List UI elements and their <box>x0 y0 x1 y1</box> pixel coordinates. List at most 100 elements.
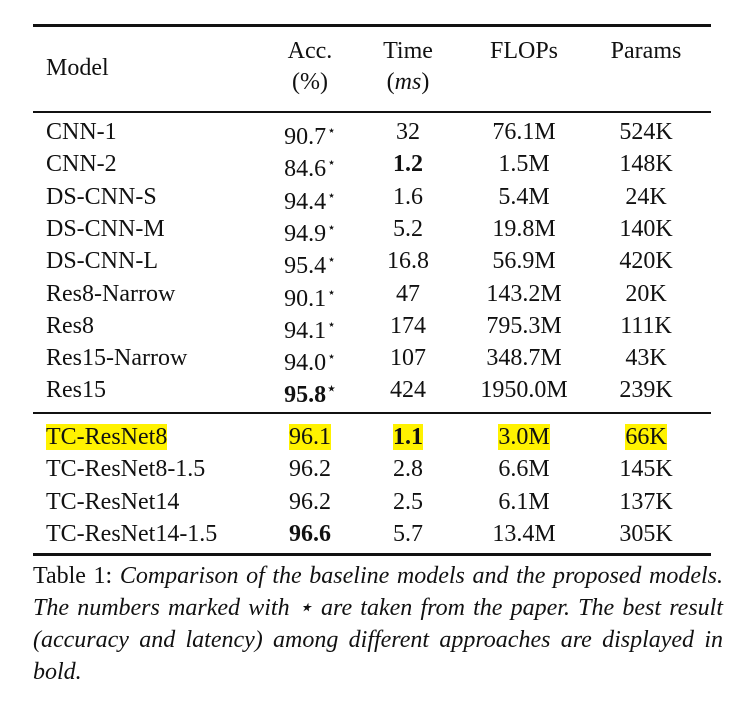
top-rule <box>33 24 711 27</box>
cell-flops: 5.4M <box>498 184 550 210</box>
cell-acc-text: 96.6 <box>289 521 331 547</box>
header-acc-unit: (%) <box>292 69 328 95</box>
cell-model: TC-ResNet14-1.5 <box>46 519 217 549</box>
cell-model: Res15 <box>46 377 106 403</box>
cell-flops-text: 3.0M <box>498 424 550 450</box>
cell-params: 145K <box>592 454 700 484</box>
cell-params: 20K <box>625 281 667 307</box>
cell-model: TC-ResNet8-1.5 <box>46 454 205 484</box>
cell-acc-text: 96.2 <box>289 456 331 482</box>
cell-flops-text: 6.6M <box>498 456 550 482</box>
cell-model-text: TC-ResNet14-1.5 <box>46 521 218 547</box>
cell-params: 305K <box>592 519 700 549</box>
cell-time: 107 <box>390 345 426 371</box>
cell-acc: 94.1⋆ <box>262 311 358 346</box>
star-marker: ⋆ <box>327 286 336 301</box>
cell-model-text: TC-ResNet8-1.5 <box>46 456 206 482</box>
cell-time: 424 <box>390 377 426 403</box>
cell-acc-text: 96.1 <box>289 424 331 450</box>
cell-model: DS-CNN-L <box>46 248 158 274</box>
cell-params: 24K <box>625 184 667 210</box>
cell-model-text: TC-ResNet8 <box>46 424 168 450</box>
star-marker: ⋆ <box>327 253 336 268</box>
cell-flops: 143.2M <box>486 281 562 307</box>
cell-model: DS-CNN-M <box>46 216 165 242</box>
star-marker: ⋆ <box>327 156 336 171</box>
cell-model: Res8-Narrow <box>46 281 176 307</box>
cell-time: 1.1 <box>362 422 454 452</box>
star-marker: ⋆ <box>327 124 336 139</box>
acc-value: 94.9 <box>284 221 327 247</box>
cell-model: TC-ResNet8 <box>46 422 168 452</box>
cell-model: Res8 <box>46 313 94 339</box>
cell-acc: 94.4⋆ <box>262 182 358 217</box>
cell-time: 16.8 <box>387 248 429 274</box>
cell-params: 111K <box>620 313 672 339</box>
cell-flops: 13.4M <box>464 519 584 549</box>
header-rule <box>33 111 711 113</box>
acc-value: 90.7 <box>284 124 327 150</box>
acc-value: 95.4 <box>284 253 327 279</box>
star-marker: ⋆ <box>327 318 336 333</box>
cell-acc: 96.2 <box>262 454 358 484</box>
cell-time-text: 5.7 <box>393 521 423 547</box>
cell-acc: 96.6 <box>262 519 358 549</box>
cell-acc: 95.8⋆ <box>262 375 358 410</box>
cell-time: 1.2 <box>393 151 423 177</box>
cell-time: 5.7 <box>362 519 454 549</box>
header-time: Time <box>383 38 433 64</box>
cell-flops: 56.9M <box>492 248 556 274</box>
cell-flops: 6.1M <box>464 487 584 517</box>
cell-acc: 94.9⋆ <box>262 214 358 249</box>
cell-params: 524K <box>619 119 673 145</box>
acc-value: 90.1 <box>284 286 327 312</box>
cell-params-text: 305K <box>619 521 673 547</box>
cell-flops: 6.6M <box>464 454 584 484</box>
cell-flops-text: 6.1M <box>498 489 550 515</box>
cell-flops-text: 13.4M <box>492 521 556 547</box>
bottom-rule <box>33 553 711 556</box>
acc-value: 94.0 <box>284 350 327 376</box>
cell-acc-text: 96.2 <box>289 489 331 515</box>
acc-value: 94.1 <box>284 318 327 344</box>
star-marker: ⋆ <box>327 350 336 365</box>
cell-params-text: 145K <box>619 456 673 482</box>
header-flops: FLOPs <box>489 38 559 64</box>
cell-params: 148K <box>619 151 673 177</box>
cell-flops: 19.8M <box>492 216 556 242</box>
cell-flops: 76.1M <box>492 119 556 145</box>
acc-value: 84.6 <box>284 156 327 182</box>
cell-model: CNN-1 <box>46 119 117 145</box>
cell-acc: 84.6⋆ <box>262 149 358 184</box>
cell-model: CNN-2 <box>46 151 117 177</box>
cell-flops: 795.3M <box>486 313 562 339</box>
cell-acc: 96.1 <box>262 422 358 452</box>
cell-flops: 1950.0M <box>480 377 568 403</box>
table-caption: Table 1: Comparison of the baseline mode… <box>33 560 723 688</box>
cell-acc: 90.7⋆ <box>262 117 358 152</box>
cell-time-text: 2.5 <box>393 489 423 515</box>
header-time-unit: ms <box>394 69 422 95</box>
cell-flops: 348.7M <box>486 345 562 371</box>
cell-time: 32 <box>396 119 420 145</box>
cell-params: 239K <box>619 377 673 403</box>
cell-params: 137K <box>592 487 700 517</box>
star-marker: ⋆ <box>327 382 336 397</box>
cell-time-text: 2.8 <box>393 456 423 482</box>
cell-time: 5.2 <box>393 216 423 242</box>
cell-model-text: TC-ResNet14 <box>46 489 180 515</box>
caption-text: Comparison of the baseline models and th… <box>33 563 724 685</box>
cell-flops: 3.0M <box>464 422 584 452</box>
cell-model: Res15-Narrow <box>46 345 188 371</box>
cell-time-text: 1.1 <box>393 424 423 450</box>
cell-time: 174 <box>390 313 426 339</box>
cell-params-text: 66K <box>625 424 667 450</box>
cell-time: 2.8 <box>362 454 454 484</box>
star-marker: ⋆ <box>327 189 336 204</box>
cell-model: DS-CNN-S <box>46 184 157 210</box>
acc-value: 95.8 <box>284 382 327 408</box>
cell-model: TC-ResNet14 <box>46 487 179 517</box>
cell-time: 1.6 <box>393 184 423 210</box>
cell-acc: 94.0⋆ <box>262 343 358 378</box>
cell-flops: 1.5M <box>498 151 550 177</box>
